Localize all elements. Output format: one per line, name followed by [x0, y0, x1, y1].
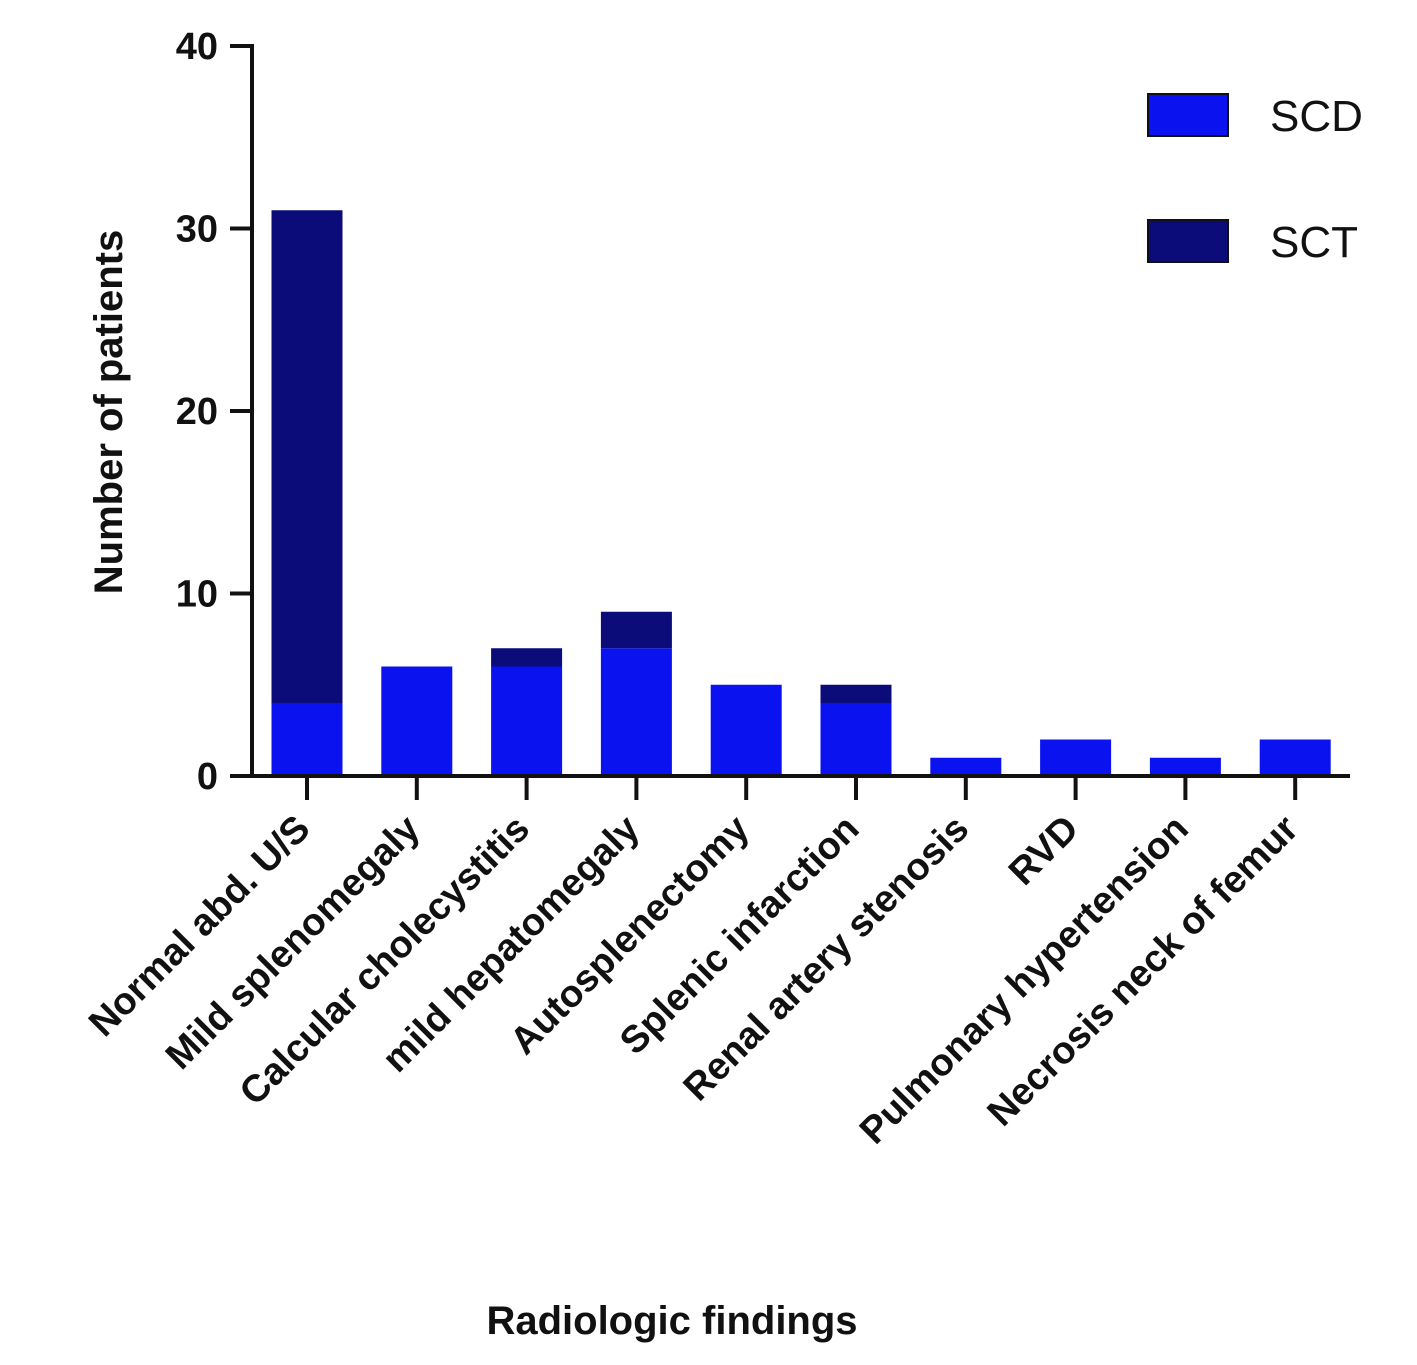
- bar-scd-6: [820, 703, 892, 776]
- bar-scd-1: [271, 703, 343, 776]
- x-category-label: RVD: [1001, 808, 1087, 894]
- y-tick-label: 0: [197, 756, 218, 798]
- legend-label-scd: SCD: [1270, 92, 1363, 141]
- bar-sct-1: [271, 210, 343, 703]
- bar-scd-7: [930, 757, 1002, 776]
- bar-scd-8: [1040, 739, 1112, 776]
- bar-sct-4: [600, 611, 672, 649]
- legend: SCD SCT: [1147, 92, 1363, 267]
- bar-scd-2: [381, 666, 453, 776]
- bar-sct-6: [820, 684, 892, 703]
- legend-swatch-scd: [1147, 93, 1229, 137]
- bars-layer: [271, 210, 1331, 776]
- y-ticks: 0 10 20 30 40: [176, 26, 252, 798]
- x-axis-title: Radiologic findings: [486, 1299, 857, 1343]
- bar-scd-3: [491, 666, 563, 776]
- legend-swatch-sct: [1147, 219, 1229, 263]
- y-tick-label: 10: [176, 574, 218, 616]
- y-tick-label: 20: [176, 391, 218, 433]
- y-tick-label: 40: [176, 26, 218, 68]
- bar-scd-10: [1259, 739, 1331, 776]
- legend-label-sct: SCT: [1270, 218, 1358, 267]
- y-axis-title: Number of patients: [87, 230, 131, 594]
- bar-scd-5: [710, 684, 782, 776]
- y-tick-label: 30: [176, 209, 218, 251]
- bar-scd-9: [1149, 757, 1221, 776]
- bar-sct-3: [491, 648, 563, 667]
- x-ticks: [305, 776, 1298, 800]
- bar-scd-4: [600, 648, 672, 776]
